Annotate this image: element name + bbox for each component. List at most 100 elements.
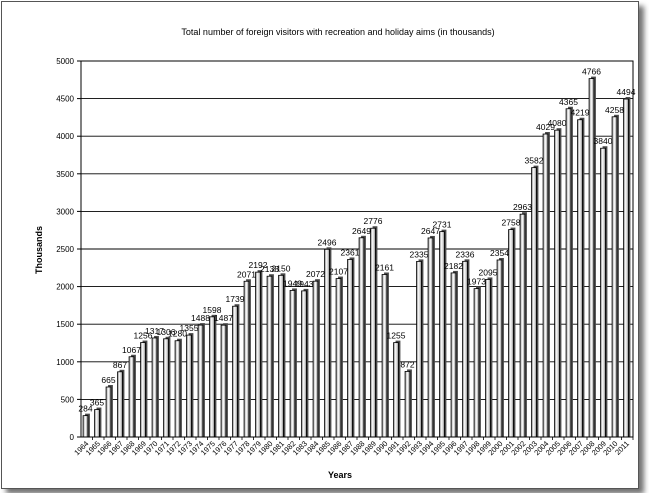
data-label: 665 <box>101 375 115 385</box>
x-axis-title: Years <box>328 470 352 480</box>
bar-1971 <box>163 338 169 438</box>
bar-1992 <box>404 371 411 438</box>
data-label: 4258 <box>605 105 624 115</box>
data-label: 1973 <box>467 277 486 287</box>
y-tick-label: 4500 <box>56 95 74 104</box>
bar-1968 <box>128 356 135 438</box>
data-label: 3840 <box>594 136 613 146</box>
bar-1984 <box>312 280 319 438</box>
bar-1975 <box>209 316 215 438</box>
data-label: 2138 <box>260 264 279 274</box>
data-label: 1487 <box>214 313 233 323</box>
data-label: 1255 <box>387 331 406 341</box>
bar-2005 <box>554 129 560 438</box>
bar-1993 <box>416 261 422 438</box>
y-tick-label: 3500 <box>56 170 74 179</box>
bar-1986 <box>335 278 342 438</box>
bar-1980 <box>266 275 273 438</box>
data-label: 1598 <box>203 305 222 315</box>
data-label: 1739 <box>226 294 245 304</box>
bar-2002 <box>519 213 526 438</box>
data-label: 1256 <box>134 331 153 341</box>
data-label: 1280 <box>168 329 187 339</box>
axes: 0 500 1000 1500 2000 2500 3000 3500 4000 4500 5000… <box>56 57 634 457</box>
data-label: 1949 <box>283 278 302 288</box>
y-tick-label: 1000 <box>56 358 74 367</box>
data-label: 2161 <box>375 262 394 272</box>
data-label: 2336 <box>456 249 475 259</box>
data-label: 1355 <box>180 323 199 333</box>
bar-1964 <box>82 415 89 438</box>
data-label: 2776 <box>364 216 383 226</box>
bar-1979 <box>255 271 261 438</box>
bar-1978 <box>243 280 250 438</box>
y-tick-label: 2500 <box>56 245 74 254</box>
data-label: 4029 <box>536 122 555 132</box>
y-tick-label: 3000 <box>56 207 74 216</box>
chart: Total number of foreign visitors with re… <box>34 27 636 480</box>
data-label: 2354 <box>490 248 509 258</box>
bar-1983 <box>301 290 307 438</box>
bar-1982 <box>289 290 296 438</box>
bar-2003 <box>531 167 537 438</box>
bar-1997 <box>462 260 468 438</box>
y-tick-label: 500 <box>61 395 75 404</box>
y-axis-title: Thousands <box>34 226 44 274</box>
bar-1989 <box>370 227 376 438</box>
bar-1996 <box>450 272 457 438</box>
bar-2008 <box>588 78 595 438</box>
bar-1970 <box>151 337 158 438</box>
bar-2001 <box>508 229 514 438</box>
bar-1966 <box>105 386 112 438</box>
data-label: 4766 <box>582 67 601 77</box>
data-label: 3582 <box>525 156 544 166</box>
bar-1969 <box>140 342 146 438</box>
y-tick-label: 5000 <box>56 57 74 66</box>
bar-2004 <box>542 133 549 438</box>
bar-1965 <box>94 409 100 438</box>
data-label: 2963 <box>513 202 532 212</box>
bar-1994 <box>427 237 434 438</box>
data-label: 2361 <box>341 247 360 257</box>
bar-1974 <box>197 324 204 438</box>
data-label: 1317 <box>145 326 164 336</box>
data-label: 2192 <box>249 260 268 270</box>
data-label: 1943 <box>295 279 314 289</box>
data-label: 2649 <box>352 226 371 236</box>
data-label: 1306 <box>157 327 176 337</box>
data-label: 2150 <box>272 263 291 273</box>
bar-1985 <box>324 248 330 438</box>
y-tick-label: 2000 <box>56 283 74 292</box>
data-label: 2072 <box>306 269 325 279</box>
bar-1999 <box>485 279 491 438</box>
bar-2010 <box>611 116 618 438</box>
bar-1987 <box>347 259 353 438</box>
y-tick-label: 0 <box>70 433 75 442</box>
data-label: 4080 <box>548 118 567 128</box>
bar-1981 <box>278 274 284 438</box>
data-label: 4365 <box>559 97 578 107</box>
data-label: 2182 <box>444 261 463 271</box>
bar-2007 <box>577 119 583 438</box>
data-label: 872 <box>400 359 414 369</box>
y-tick-label: 4000 <box>56 132 74 141</box>
bar-1991 <box>393 342 399 438</box>
x-tick-label: 2011 <box>613 439 631 457</box>
data-label: 2095 <box>479 267 498 277</box>
bar-1990 <box>381 274 388 438</box>
bar-1967 <box>117 371 123 438</box>
bar-1973 <box>186 334 192 438</box>
data-label: 2758 <box>502 218 521 228</box>
data-label: 2107 <box>329 267 348 277</box>
data-label: 1488 <box>191 313 210 323</box>
bar-1976 <box>220 324 227 438</box>
data-label: 4219 <box>571 108 590 118</box>
bar-1977 <box>232 305 238 438</box>
data-label: 365 <box>90 398 104 408</box>
bar-1998 <box>473 288 480 438</box>
bar-2000 <box>496 259 503 438</box>
data-label: 2647 <box>421 226 440 236</box>
y-tick-label: 1500 <box>56 320 74 329</box>
data-label: 2071 <box>237 269 256 279</box>
